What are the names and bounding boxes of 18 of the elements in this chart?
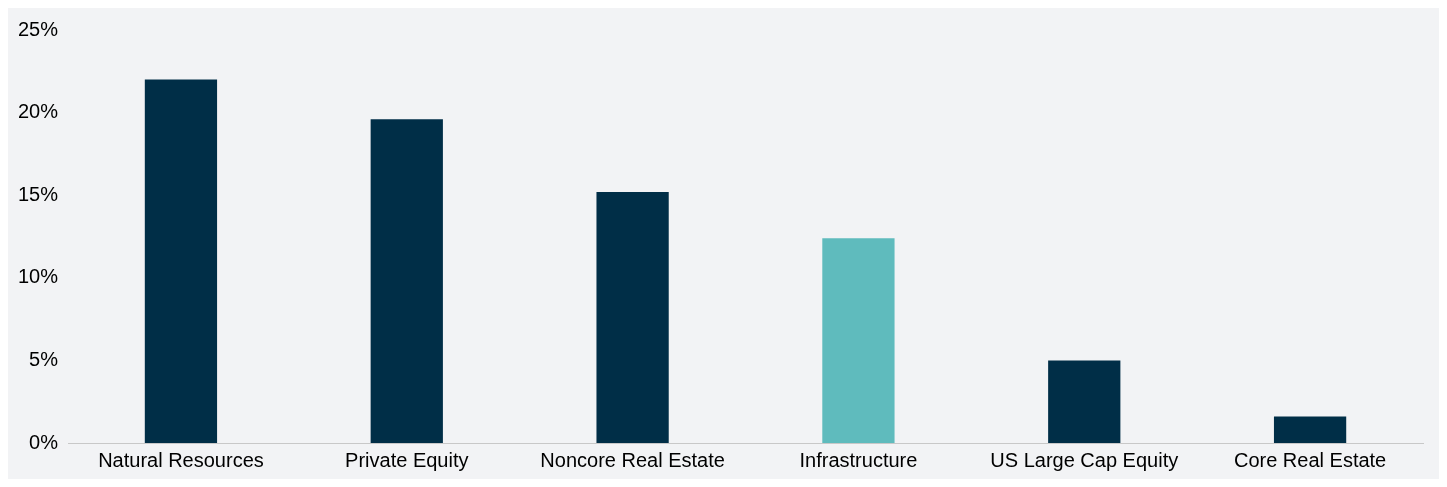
y-tick-label: 25% (18, 17, 59, 40)
y-tick-label: 10% (18, 265, 59, 288)
bar (1273, 416, 1347, 443)
bar (370, 119, 443, 443)
bar (1048, 360, 1121, 443)
x-tick-label: Infrastructure (799, 448, 918, 471)
x-tick-label: Natural Resources (98, 448, 264, 471)
x-tick-label: Core Real Estate (1233, 448, 1387, 471)
y-tick-label: 5% (29, 347, 59, 370)
x-tick-label: Noncore Real Estate (540, 448, 725, 471)
bar (144, 79, 218, 443)
y-tick-label: 20% (18, 100, 59, 123)
y-tick-label: 0% (29, 430, 59, 453)
x-tick-label: Private Equity (345, 448, 469, 471)
y-tick-label: 15% (18, 182, 59, 205)
bar (596, 191, 669, 443)
bar (822, 238, 895, 443)
x-tick-label: US Large Cap Equity (990, 448, 1179, 471)
